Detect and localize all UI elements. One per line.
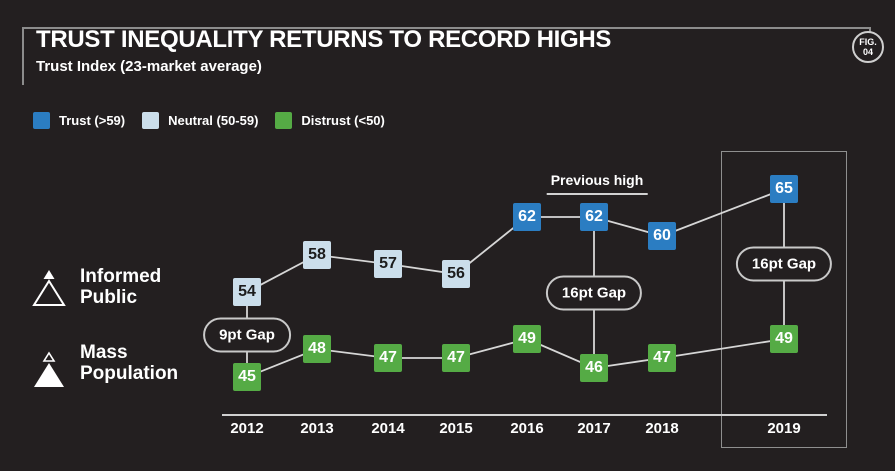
data-point-box: 56 xyxy=(442,260,470,288)
informed-public-label-line2: Public xyxy=(80,287,138,308)
year-label-2012: 2012 xyxy=(230,420,264,437)
gap-annotation-2019: 16pt Gap xyxy=(735,246,833,282)
legend-item-neutral: Neutral (50-59) xyxy=(142,112,258,129)
frame-top-line xyxy=(22,27,871,29)
data-point-box: 58 xyxy=(303,241,331,269)
page-title: TRUST INEQUALITY RETURNS TO RECORD HIGHS xyxy=(36,26,612,53)
neutral-swatch-icon xyxy=(142,112,160,129)
data-point-box: 49 xyxy=(513,325,541,353)
data-point-box: 47 xyxy=(442,344,470,372)
data-point-box: 60 xyxy=(648,222,676,250)
legend-label-trust: Trust (>59) xyxy=(59,113,126,128)
legend-item-distrust: Distrust (<50) xyxy=(275,112,385,129)
figure-number-badge: FIG. 04 xyxy=(852,31,884,63)
data-point-box: 65 xyxy=(770,175,798,203)
data-point-box: 47 xyxy=(648,344,676,372)
year-label-2013: 2013 xyxy=(300,420,334,437)
informed-public-label: Informed Public xyxy=(80,266,161,308)
trust-swatch-icon xyxy=(33,112,50,129)
mass-population-label: Mass Population xyxy=(80,342,178,384)
year-label-2017: 2017 xyxy=(577,420,611,437)
data-point-box: 47 xyxy=(374,344,402,372)
data-point-box: 48 xyxy=(303,335,331,363)
informed-public-label-line1: Informed xyxy=(80,266,162,287)
x-axis-line xyxy=(222,414,827,416)
previous-high-annotation: Previous high xyxy=(546,172,648,195)
legend: Trust (>59) Neutral (50-59) Distrust (<5… xyxy=(33,112,385,129)
gap-annotation-2012: 9pt Gap xyxy=(203,317,291,353)
data-point-box: 49 xyxy=(770,325,798,353)
mass-population-pyramid-icon xyxy=(34,351,64,387)
frame-left-stub xyxy=(22,27,24,85)
mass-population-label-line1: Mass xyxy=(80,342,128,363)
data-point-box: 62 xyxy=(580,203,608,231)
year-label-2018: 2018 xyxy=(645,420,679,437)
figure-badge-line1: FIG. xyxy=(859,37,877,47)
legend-item-trust: Trust (>59) xyxy=(33,112,125,129)
year-label-2015: 2015 xyxy=(439,420,473,437)
data-point-box: 45 xyxy=(233,363,261,391)
legend-label-distrust: Distrust (<50) xyxy=(301,113,385,128)
data-point-box: 54 xyxy=(233,278,261,306)
data-point-box: 57 xyxy=(374,250,402,278)
legend-label-neutral: Neutral (50-59) xyxy=(168,113,259,128)
data-point-box: 46 xyxy=(580,354,608,382)
distrust-swatch-icon xyxy=(275,112,293,129)
mass-population-label-line2: Population xyxy=(80,363,179,384)
page-subtitle: Trust Index (23-market average) xyxy=(36,58,262,75)
year-label-2019: 2019 xyxy=(767,420,801,437)
figure-badge-line2: 04 xyxy=(862,47,873,57)
data-point-box: 62 xyxy=(513,203,541,231)
gap-annotation-2017: 16pt Gap xyxy=(545,275,643,311)
year-label-2016: 2016 xyxy=(510,420,544,437)
highlighted-year-box xyxy=(721,151,847,448)
year-label-2014: 2014 xyxy=(371,420,405,437)
informed-public-pyramid-icon xyxy=(32,270,66,306)
